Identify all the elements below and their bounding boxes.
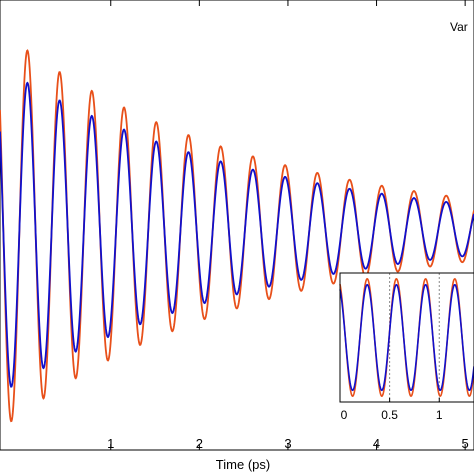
- inset-x-tick-label-0-5: 0.5: [381, 408, 398, 422]
- main-plot-frame: [0, 0, 474, 451]
- inset-x-tick-label-0: 0: [341, 408, 348, 422]
- x-tick-label-5: 5: [462, 436, 469, 451]
- x-axis-label: Time (ps): [216, 457, 270, 472]
- x-tick-label-4: 4: [373, 436, 380, 451]
- x-tick-label-3: 3: [284, 436, 291, 451]
- legend-label: Var: [450, 20, 468, 34]
- series-line-orange: [0, 49, 474, 423]
- inset-x-axis-ticks: [339, 398, 440, 402]
- inset-x-tick-label-1: 1: [436, 408, 443, 422]
- x-tick-label-1: 1: [107, 436, 114, 451]
- inset-plot: 0 0.5 1: [339, 272, 474, 422]
- series-line-blue: [0, 81, 474, 388]
- x-axis-ticks: [110, 0, 466, 450]
- x-axis-tick-labels: 1 2 3 4 5: [107, 436, 469, 451]
- inset-series-line-blue: [339, 283, 474, 392]
- inset-plot-frame: [339, 272, 474, 403]
- x-tick-label-2: 2: [196, 436, 203, 451]
